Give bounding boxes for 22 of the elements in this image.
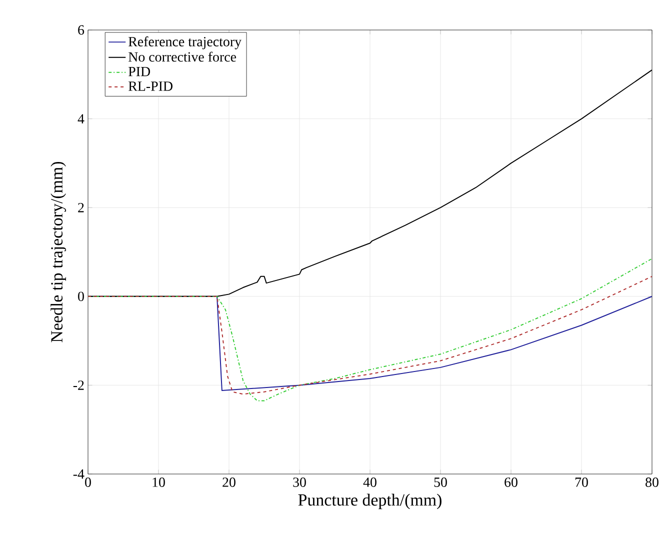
x-tick-label: 60 (504, 478, 518, 487)
legend-label: RL-PID (128, 82, 172, 91)
line-series (88, 276, 652, 395)
y-tick-label: 6 (78, 25, 84, 35)
y-tick-label: 2 (78, 202, 84, 212)
y-tick-label: -2 (73, 380, 84, 390)
x-tick-label: 10 (152, 478, 165, 487)
x-tick-label: 80 (646, 478, 658, 487)
y-axis-title: Needle tip trajectory/(mm) (50, 162, 66, 342)
x-tick-label: 30 (293, 478, 306, 487)
x-tick-label: 20 (222, 478, 236, 487)
legend-label: No corrective force (128, 52, 236, 62)
x-tick-label: 70 (575, 478, 588, 487)
y-tick-label: 4 (78, 114, 84, 124)
x-axis-title: Puncture depth/(mm) (298, 494, 442, 510)
y-tick-label: 0 (78, 292, 84, 302)
legend-label: Reference trajectory (128, 36, 242, 50)
y-tick-label: -4 (73, 469, 84, 479)
x-tick-label: 50 (434, 478, 447, 487)
x-tick-label: 0 (85, 478, 91, 487)
x-tick-label: 40 (363, 478, 376, 487)
legend-label: PID (128, 66, 150, 76)
